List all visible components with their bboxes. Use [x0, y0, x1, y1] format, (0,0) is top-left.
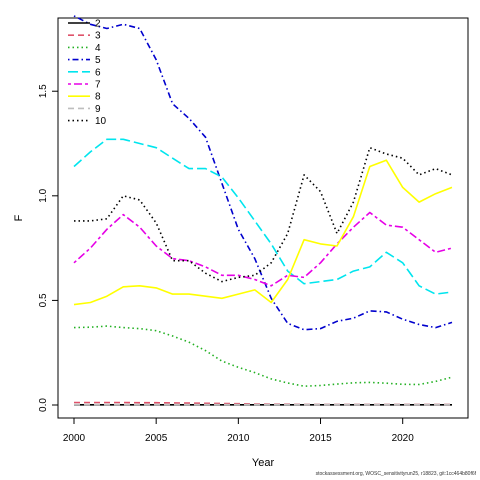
legend-label: 10 — [95, 116, 107, 127]
legend-item-5: 5 — [68, 55, 101, 66]
y-tick-label: 1.0 — [38, 188, 49, 202]
y-axis-title: F — [13, 214, 25, 221]
legend-label: 7 — [95, 80, 101, 91]
series-line-8 — [73, 159, 453, 306]
series-line-6 — [73, 138, 453, 295]
legend-label: 5 — [95, 55, 101, 66]
x-axis: 2000 2005 2010 2015 2020 — [63, 418, 414, 444]
legend-item-8: 8 — [68, 92, 101, 103]
y-tick-label: 0.0 — [38, 398, 49, 412]
legend-label: 8 — [95, 92, 101, 103]
legend-label: 3 — [95, 31, 101, 42]
legend-item-2: 2 — [68, 19, 101, 30]
legend-item-7: 7 — [68, 80, 101, 91]
series-line-5 — [73, 15, 453, 331]
source-footnote: stockassessment.org, WOSC_sensitivityrun… — [315, 471, 476, 477]
legend-item-3: 3 — [68, 31, 101, 42]
x-tick-label: 2000 — [63, 433, 86, 444]
series-line-4 — [73, 325, 453, 388]
legend-item-4: 4 — [68, 43, 101, 54]
series-line-10 — [74, 146, 453, 283]
y-tick-label: 1.5 — [38, 84, 49, 98]
x-tick-label: 2020 — [392, 433, 415, 444]
x-tick-label: 2005 — [145, 433, 168, 444]
x-tick-label: 2015 — [309, 433, 332, 444]
series-line-7 — [73, 211, 453, 287]
legend-item-10: 10 — [68, 116, 107, 127]
legend-item-9: 9 — [68, 104, 101, 115]
legend-item-6: 6 — [68, 67, 101, 78]
legend-label: 4 — [95, 43, 101, 54]
series-layer — [73, 15, 453, 406]
x-axis-title: Year — [252, 457, 275, 469]
y-tick-label: 0.5 — [38, 293, 49, 307]
legend-label: 2 — [95, 19, 101, 30]
legend-label: 6 — [95, 67, 101, 78]
legend-label: 9 — [95, 104, 101, 115]
y-axis: 0.0 0.5 1.0 1.5 — [38, 84, 58, 412]
x-tick-label: 2010 — [227, 433, 250, 444]
plot-frame — [57, 17, 469, 419]
